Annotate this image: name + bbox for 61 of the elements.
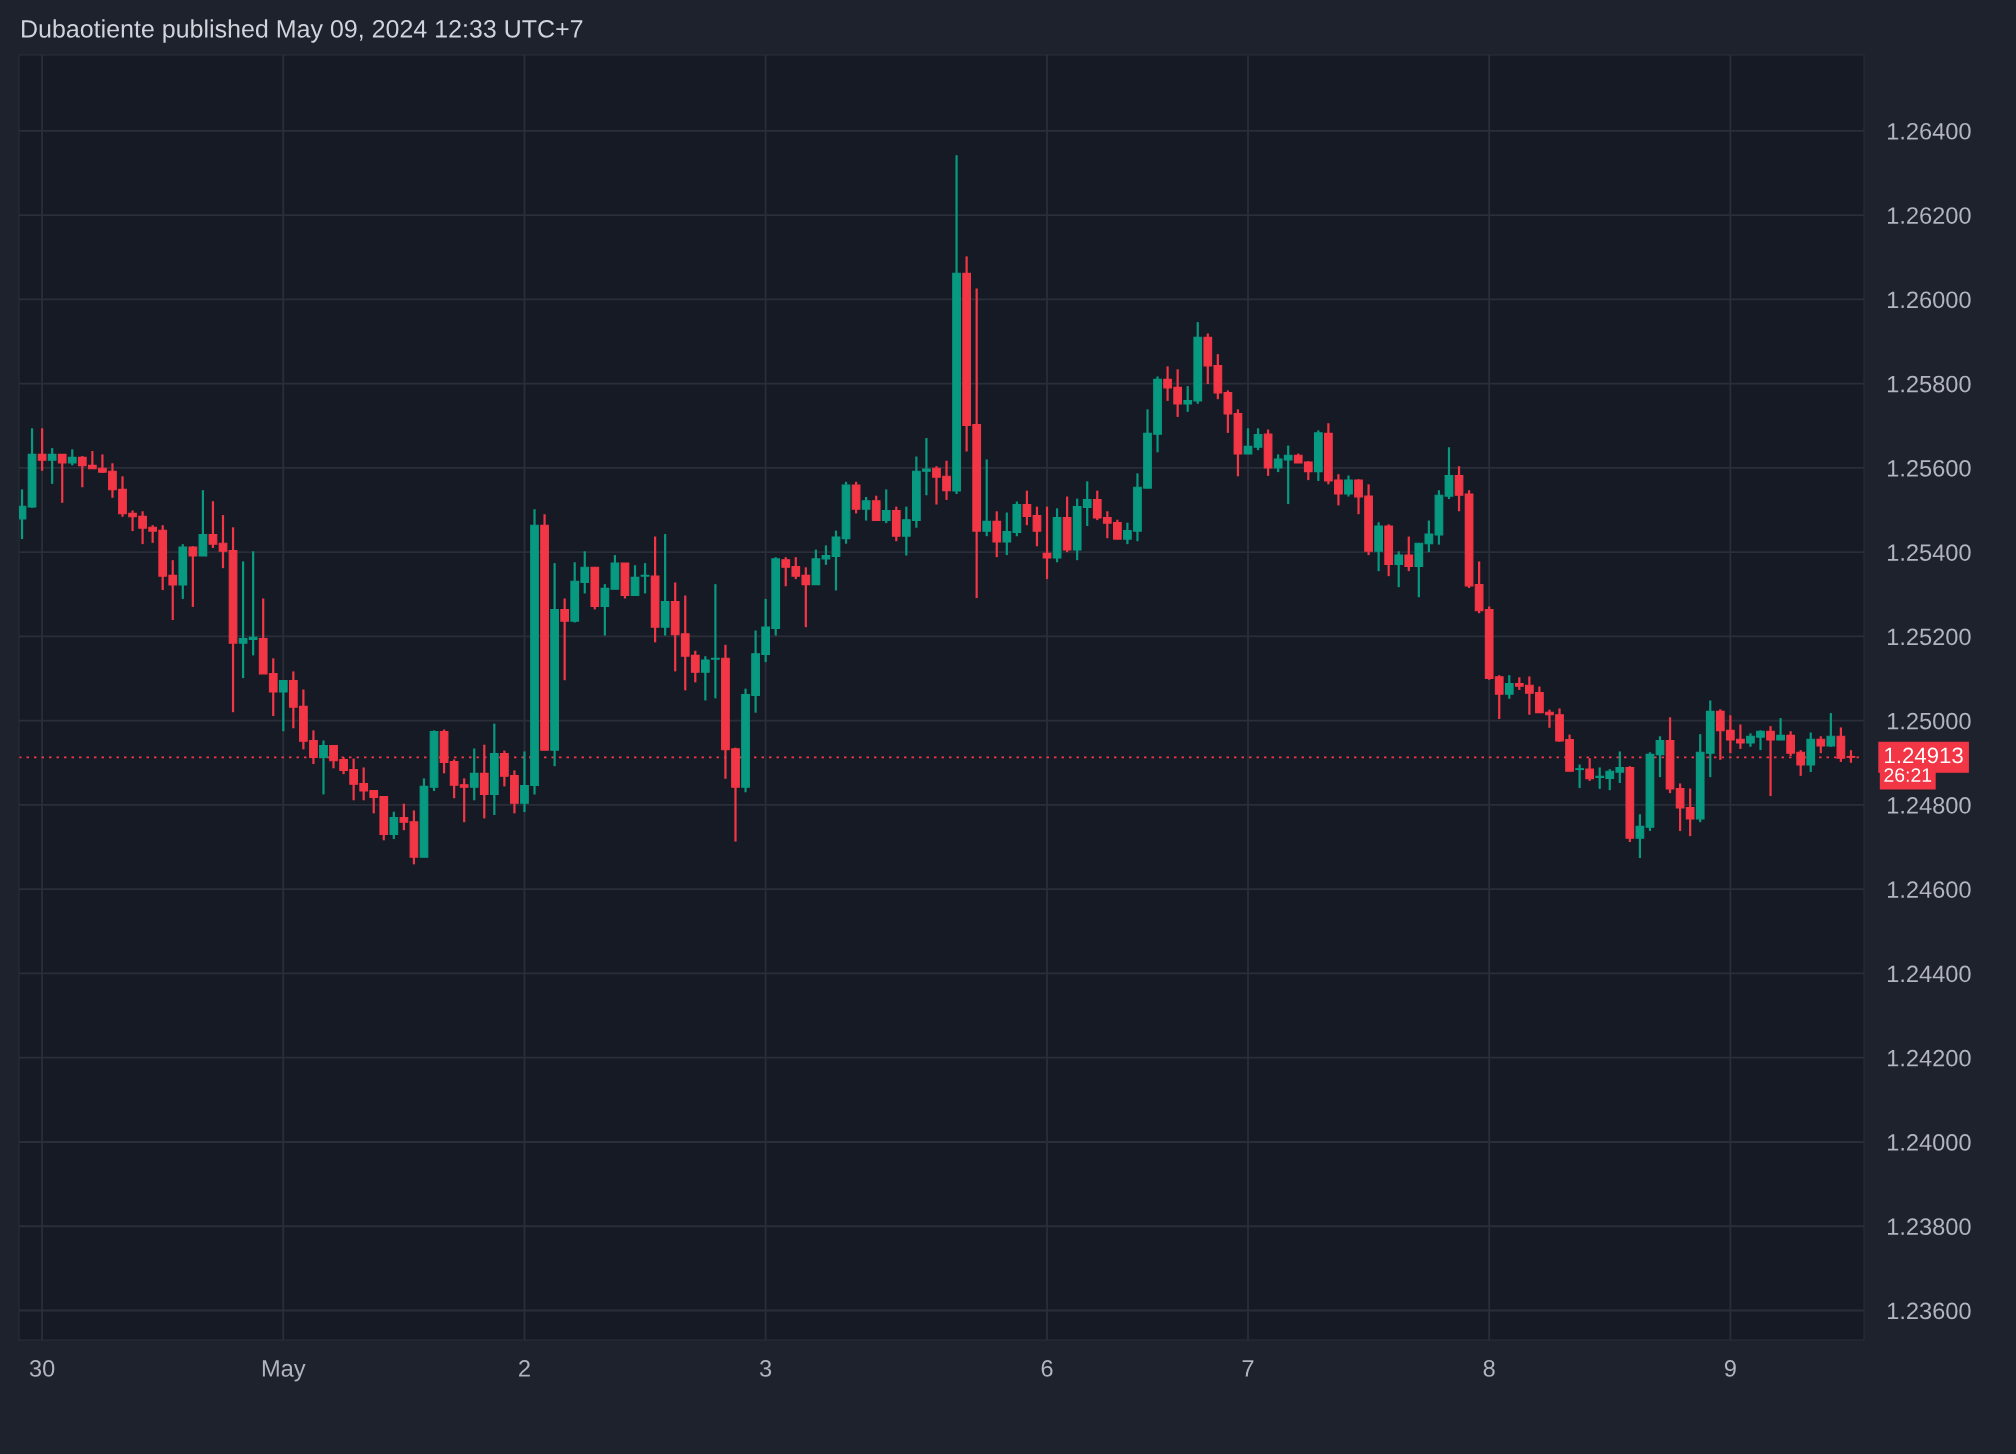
x-tick-label: 7 <box>1242 1360 1254 1377</box>
candlestick <box>1344 474 1353 498</box>
candlestick <box>188 545 198 609</box>
y-tick-label: 1.25800 <box>1888 375 1971 393</box>
y-tick-label: 1.25400 <box>1888 544 1971 561</box>
y-tick-label: 1.25200 <box>1888 628 1971 646</box>
y-tick-label: 1.23600 <box>1888 1302 1971 1320</box>
candlestick <box>218 513 228 570</box>
x-tick-label: 3 <box>759 1360 772 1377</box>
candlestick <box>47 446 57 486</box>
y-tick-label: 1.23800 <box>1888 1218 1971 1236</box>
y-tick-label: 1.25000 <box>1888 712 1971 730</box>
candlestick <box>831 529 841 592</box>
candlestick <box>992 510 1002 559</box>
candlestick <box>560 597 570 682</box>
candlestick <box>19 488 27 541</box>
candlestick <box>881 488 891 525</box>
x-tick-label: May <box>262 1360 306 1382</box>
candlestick <box>469 747 479 802</box>
candlestick <box>1655 735 1665 779</box>
candlestick <box>1826 711 1836 748</box>
candlestick <box>208 500 218 550</box>
candlestick <box>1444 446 1454 501</box>
x-tick-label: 9 <box>1724 1360 1736 1377</box>
candlestick <box>1394 550 1404 589</box>
candlestick <box>630 564 640 597</box>
y-tick-label: 1.26000 <box>1888 291 1971 309</box>
candlestick <box>1042 505 1052 581</box>
y-tick-label: 1.24400 <box>1888 965 1971 983</box>
y-tick-label: 1.24000 <box>1888 1134 1971 1151</box>
x-tick-label: 30 <box>29 1360 55 1377</box>
ref-line-label: 1.24913 <box>1885 747 1963 764</box>
y-tick-label: 1.25600 <box>1888 459 1971 477</box>
candlestick <box>1253 427 1263 452</box>
x-tick-label: 2 <box>519 1360 530 1377</box>
candlestick <box>1776 717 1785 742</box>
chart-title: Dubaotiente published May 09, 2024 12:33 UTC+7 <box>22 19 583 43</box>
candlestick <box>278 679 288 733</box>
candlestick <box>37 427 47 472</box>
candlestick <box>640 561 650 595</box>
candlestick <box>389 810 399 841</box>
y-tick-label: 1.24600 <box>1888 881 1971 898</box>
x-tick-label: 6 <box>1041 1360 1053 1377</box>
candlestick <box>1504 674 1514 700</box>
y-tick-label: 1.24800 <box>1888 797 1971 814</box>
candlestick <box>319 739 328 796</box>
candlestick <box>1404 535 1414 573</box>
text: 26:21 <box>1884 768 1932 782</box>
candlestick <box>1585 757 1595 783</box>
candlestick <box>1243 427 1253 456</box>
candlestick <box>871 494 881 522</box>
y-tick-label: 1.24200 <box>1888 1049 1971 1067</box>
candlestick <box>1454 465 1464 513</box>
y-tick-label: 1.26400 <box>1888 122 1971 140</box>
candlestick <box>198 489 208 558</box>
candlestick <box>861 495 871 522</box>
candlestick <box>1575 763 1584 790</box>
y-tick-label: 1.26200 <box>1888 207 1971 224</box>
candlestick <box>57 453 67 504</box>
x-tick-label: 8 <box>1483 1360 1495 1377</box>
candlestick <box>982 458 992 538</box>
